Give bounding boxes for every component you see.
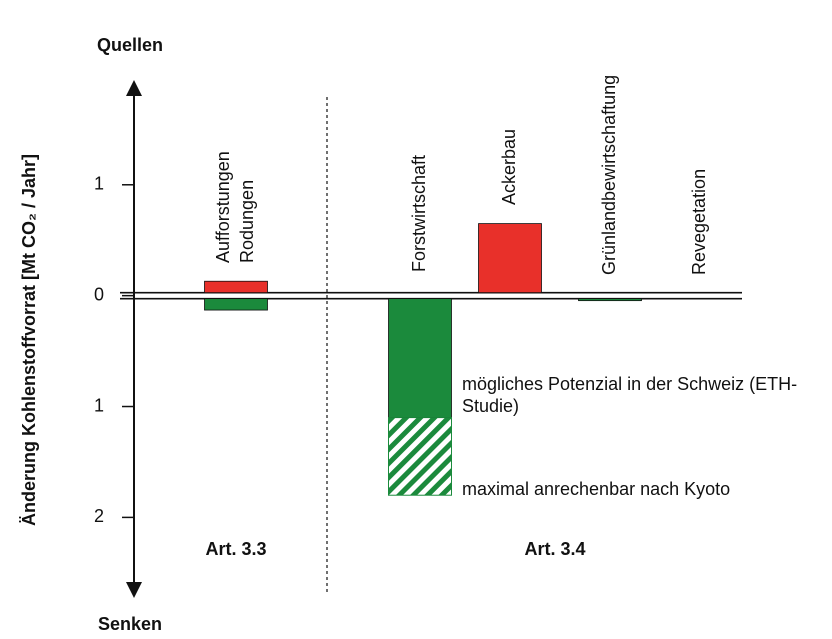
bar — [388, 417, 452, 496]
category-label: Ackerbau — [499, 129, 519, 205]
category-label: Revegetation — [689, 169, 709, 275]
category-label: Grünlandbewirtschaftung — [599, 75, 619, 275]
bar — [478, 223, 542, 294]
legend-label: maximal anrechenbar nach Kyoto — [462, 479, 731, 499]
category-label: Forstwirtschaft — [409, 155, 429, 272]
bar — [388, 298, 452, 419]
y-top-label: Quellen — [97, 35, 163, 55]
y-tick-label: 1 — [94, 174, 104, 194]
y-tick-label: 2 — [94, 506, 104, 526]
legend-label: mögliches Potenzial in der Schweiz (ETH-… — [462, 374, 798, 416]
bar — [204, 280, 268, 294]
group-label: Art. 3.4 — [524, 539, 585, 559]
group-label: Art. 3.3 — [205, 539, 266, 559]
bar — [204, 298, 268, 311]
category-label: Aufforstungen — [213, 151, 233, 263]
category-label: Rodungen — [237, 180, 257, 263]
y-axis-label: Änderung Kohlenstoffvorrat [Mt CO₂ / Jah… — [19, 154, 39, 526]
bar — [578, 298, 642, 302]
y-bottom-label: Senken — [98, 614, 162, 634]
y-tick-label: 0 — [94, 284, 104, 304]
y-tick-label: 1 — [94, 395, 104, 415]
